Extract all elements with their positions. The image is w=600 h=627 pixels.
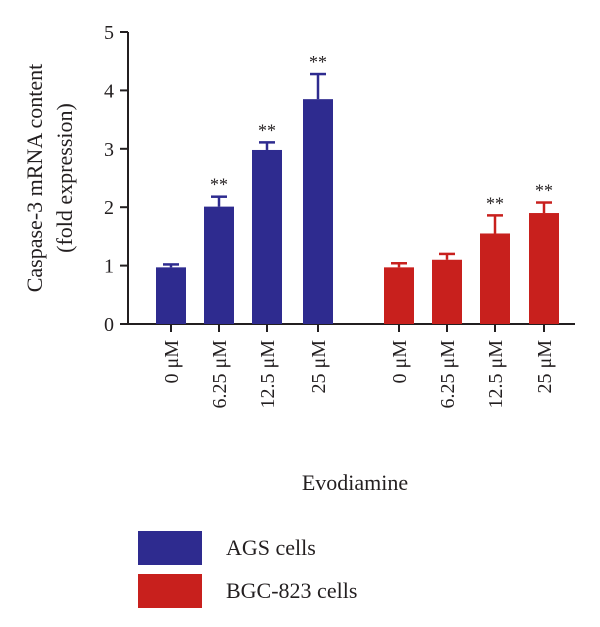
y-ticks: 0 1 2 3 4 5 [104,22,128,336]
bar [303,99,333,324]
significance-label: ** [535,181,553,201]
bar [384,267,414,324]
y-tick-label: 3 [104,139,114,161]
significance-label: ** [210,175,228,195]
bar [432,259,462,324]
bars: ** ** ** ** ** [156,52,559,332]
bar [204,206,234,324]
y-tick-label: 0 [104,314,114,336]
y-axis-label-line: Caspase-3 mRNA content [22,64,47,293]
x-tick-label: 25 μM [534,340,556,394]
y-axis-label-line: (fold expression) [52,103,77,253]
legend-label: AGS cells [226,535,316,560]
y-tick-label: 1 [104,256,114,278]
significance-label: ** [486,193,504,213]
y-axis-label: Caspase-3 mRNA content (fold expression) [22,64,77,293]
legend-label: BGC-823 cells [226,578,357,603]
legend: AGS cells BGC-823 cells [138,531,357,608]
x-tick-label: 0 μM [161,340,183,384]
significance-label: ** [258,120,276,140]
legend-swatch [138,574,202,608]
significance-label: ** [309,52,327,72]
x-tick-label: 0 μM [389,340,411,384]
x-tick-label: 6.25 μM [209,340,231,409]
x-axis-label: Evodiamine [302,470,408,495]
x-tick-labels: 0 μM 6.25 μM 12.5 μM 25 μM 0 μM 6.25 μM 12.5 μ… [161,340,556,409]
y-tick-label: 2 [104,197,114,219]
bar [252,149,282,324]
legend-swatch [138,531,202,565]
y-tick-label: 4 [104,80,114,102]
x-tick-label: 12.5 μM [257,340,279,409]
bar [156,267,186,324]
x-tick-label: 12.5 μM [485,340,507,409]
bar [480,233,510,324]
y-tick-label: 5 [104,22,114,44]
x-tick-label: 6.25 μM [437,340,459,409]
x-tick-label: 25 μM [308,340,330,394]
bar [529,213,559,324]
